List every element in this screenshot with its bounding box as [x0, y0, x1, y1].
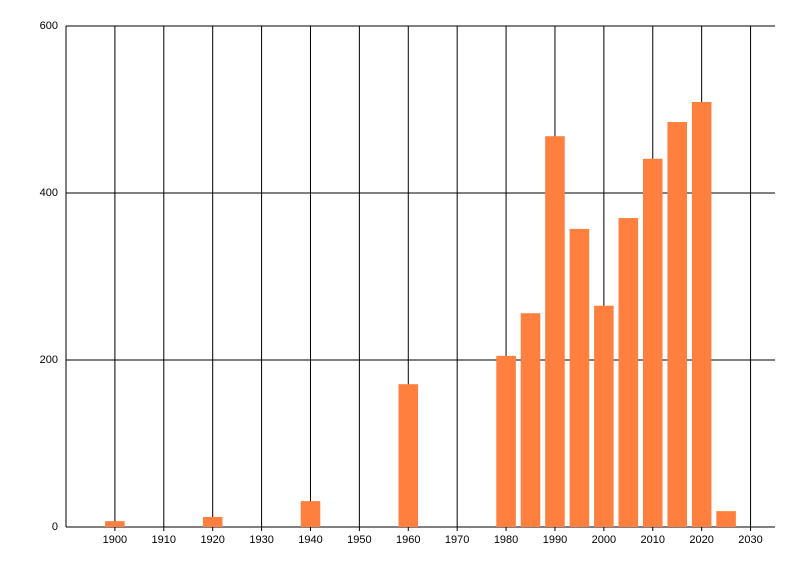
bar	[398, 384, 419, 527]
bar	[300, 501, 321, 527]
x-tick-label: 1910	[152, 534, 176, 546]
bar	[618, 218, 639, 528]
x-tick-label: 2000	[592, 534, 616, 546]
bar	[202, 516, 223, 527]
x-tick-label: 1930	[249, 534, 273, 546]
y-tick-label: 200	[40, 354, 58, 366]
x-tick-label: 2010	[641, 534, 665, 546]
bar	[545, 136, 565, 527]
x-tick-label: 1990	[543, 534, 567, 546]
x-tick-label: 2030	[738, 534, 762, 546]
x-tick-label: 1940	[298, 534, 322, 546]
x-tick-label: 1970	[445, 534, 469, 546]
bar	[691, 101, 712, 528]
bar	[569, 228, 590, 527]
bar	[105, 521, 125, 527]
bar	[496, 355, 516, 527]
y-tick-label: 0	[52, 521, 58, 533]
y-tick-label: 600	[40, 20, 58, 32]
bar	[667, 122, 687, 528]
x-tick-label: 2020	[689, 534, 713, 546]
x-tick-label: 1950	[347, 534, 371, 546]
x-tick-label: 1900	[103, 534, 127, 546]
y-tick-label: 400	[40, 187, 58, 199]
x-tick-label: 1980	[494, 534, 518, 546]
x-tick-label: 1960	[396, 534, 420, 546]
bar	[594, 305, 614, 527]
bar	[716, 511, 736, 527]
bar	[642, 158, 663, 527]
bar	[520, 313, 541, 527]
x-tick-label: 1920	[200, 534, 224, 546]
